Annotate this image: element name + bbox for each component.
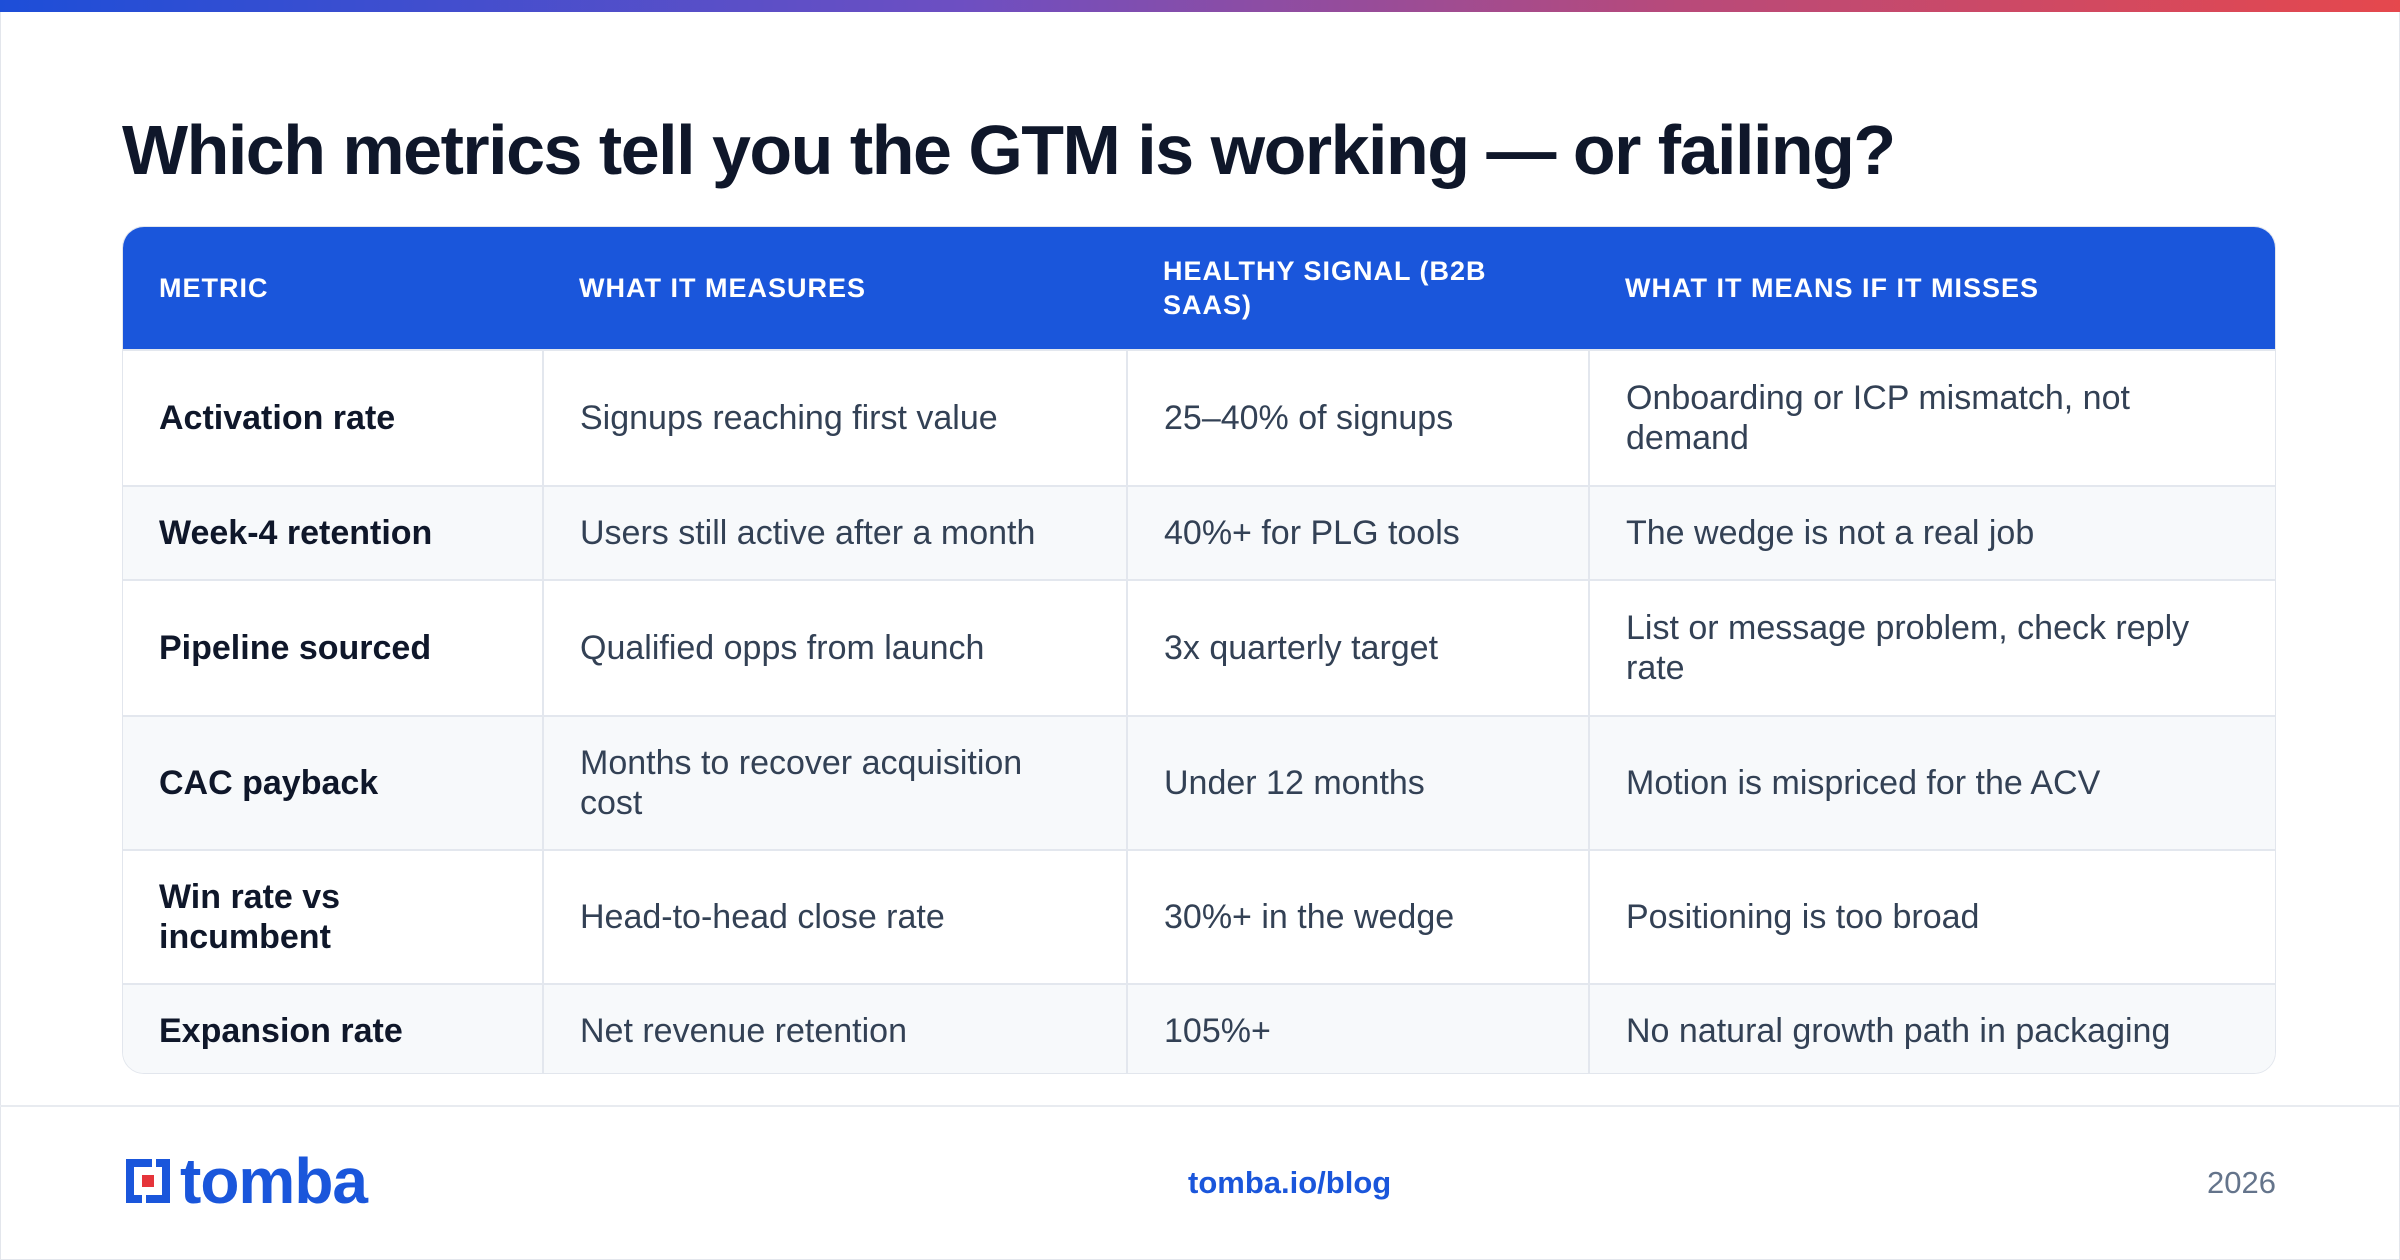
table-row: Activation rate Signups reaching first v…	[123, 349, 2275, 486]
tomba-logo-icon	[126, 1159, 170, 1203]
measures-cell: Users still active after a month	[543, 485, 1128, 580]
header-what-it-means: What it means if it misses	[1625, 273, 2039, 303]
miss-cell: The wedge is not a real job	[1589, 485, 2275, 580]
miss-cell: Onboarding or ICP mismatch, not demand	[1589, 349, 2275, 486]
measures-cell: Qualified opps from launch	[543, 579, 1128, 716]
signal-cell: 30%+ in the wedge	[1127, 849, 1590, 984]
header-what-it-measures: What it measures	[579, 273, 866, 303]
table-row: Pipeline sourced Qualified opps from lau…	[123, 579, 2275, 716]
footer-year: 2026	[2207, 1165, 2276, 1200]
footer: tomba tomba.io/blog 2026	[0, 1105, 2400, 1260]
metric-cell: CAC payback	[123, 715, 544, 850]
metric-cell: Activation rate	[123, 349, 544, 486]
metric-cell: Pipeline sourced	[123, 579, 544, 716]
metric-cell: Week-4 retention	[123, 485, 544, 580]
measures-cell: Signups reaching first value	[543, 349, 1128, 486]
signal-cell: 25–40% of signups	[1127, 349, 1590, 486]
table-row: Expansion rate Net revenue retention 105…	[123, 983, 2275, 1073]
table-row: Week-4 retention Users still active afte…	[123, 485, 2275, 580]
signal-cell: Under 12 months	[1127, 715, 1590, 850]
miss-cell: Motion is mispriced for the ACV	[1589, 715, 2275, 850]
miss-cell: Positioning is too broad	[1589, 849, 2275, 984]
signal-cell: 3x quarterly target	[1127, 579, 1590, 716]
measures-cell: Months to recover acquisition cost	[543, 715, 1128, 850]
logo-wordmark: tomba	[180, 1145, 368, 1217]
tomba-logo[interactable]: tomba	[122, 1145, 368, 1217]
measures-cell: Head-to-head close rate	[543, 849, 1128, 984]
measures-cell: Net revenue retention	[543, 983, 1128, 1073]
metrics-table: Metric What it measures Healthy signal (…	[122, 226, 2276, 1074]
metric-cell: Win rate vs incumbent	[123, 849, 544, 984]
signal-cell: 105%+	[1127, 983, 1590, 1073]
header-metric: Metric	[159, 273, 269, 303]
top-accent-bar	[0, 0, 2400, 12]
table-row: Win rate vs incumbent Head-to-head close…	[123, 849, 2275, 984]
miss-cell: No natural growth path in packaging	[1589, 983, 2275, 1073]
blog-link[interactable]: tomba.io/blog	[1188, 1165, 1392, 1200]
table-row: CAC payback Months to recover acquisitio…	[123, 715, 2275, 850]
page-title: Which metrics tell you the GTM is workin…	[122, 111, 1896, 189]
table-header-row: Metric What it measures Healthy signal (…	[123, 227, 2275, 350]
metric-cell: Expansion rate	[123, 983, 544, 1073]
miss-cell: List or message problem, check reply rat…	[1589, 579, 2275, 716]
header-healthy-signal: Healthy signal (B2B SaaS)	[1163, 256, 1487, 320]
signal-cell: 40%+ for PLG tools	[1127, 485, 1590, 580]
